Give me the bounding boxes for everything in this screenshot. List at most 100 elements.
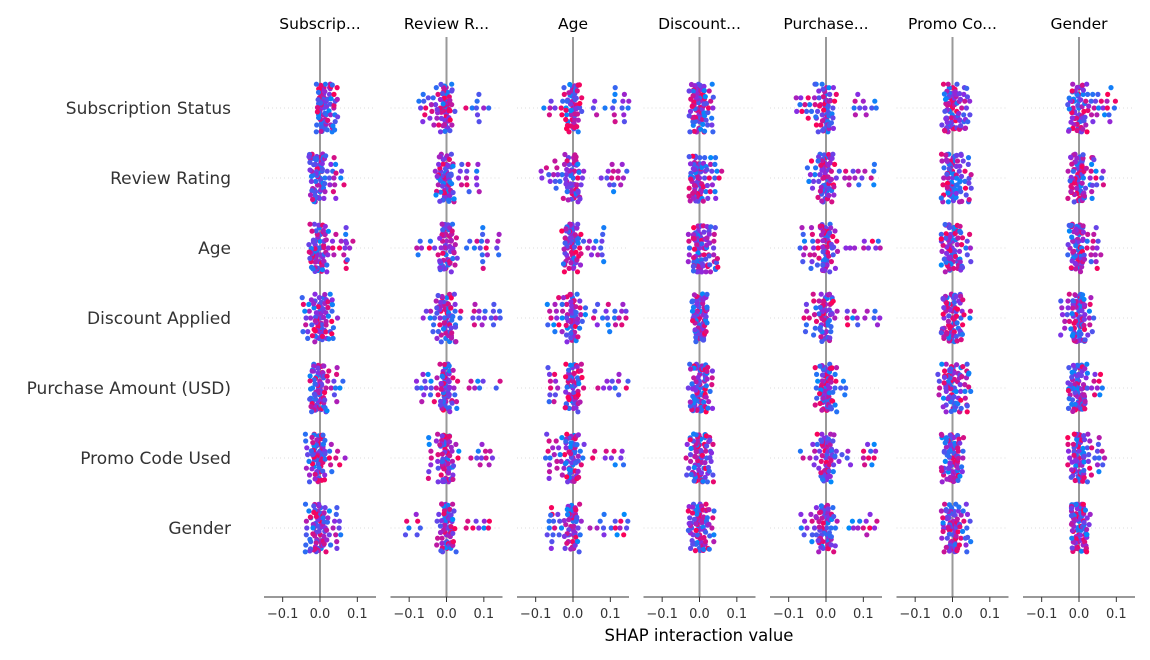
data-point: [556, 295, 562, 301]
data-point: [810, 291, 816, 297]
data-point: [1070, 81, 1076, 87]
data-point: [324, 527, 330, 533]
data-point: [331, 91, 337, 97]
data-point: [560, 98, 566, 104]
data-point: [332, 182, 338, 188]
data-point: [620, 98, 626, 104]
data-point: [964, 252, 970, 258]
data-point: [852, 245, 858, 251]
data-point: [687, 129, 693, 135]
data-point: [423, 385, 429, 391]
data-point: [814, 441, 820, 447]
data-point: [957, 440, 963, 446]
data-point: [938, 231, 944, 237]
data-point: [575, 453, 581, 459]
data-point: [435, 465, 441, 471]
data-point: [325, 245, 331, 251]
data-point: [493, 315, 499, 321]
data-point: [452, 308, 458, 314]
data-point: [425, 95, 431, 101]
data-point: [843, 168, 849, 174]
data-point: [1098, 252, 1104, 258]
data-point: [964, 238, 970, 244]
data-point: [446, 379, 452, 385]
data-point: [959, 105, 965, 111]
data-point: [1070, 168, 1076, 174]
data-point: [322, 189, 328, 195]
data-point: [943, 409, 949, 415]
data-point: [594, 525, 600, 531]
data-point: [959, 198, 965, 204]
data-point: [708, 155, 714, 161]
data-point: [577, 448, 583, 454]
panel-title: Promo Co...: [908, 15, 997, 33]
x-tick-label: 0.0: [1069, 607, 1090, 622]
data-point: [963, 501, 969, 507]
data-point: [703, 117, 709, 123]
data-point: [322, 291, 328, 298]
data-point: [1081, 108, 1087, 114]
data-point: [695, 374, 701, 381]
data-point: [312, 318, 318, 324]
data-point: [868, 175, 874, 181]
data-point: [463, 105, 469, 111]
data-point: [700, 478, 706, 484]
data-point: [564, 158, 570, 164]
data-point: [439, 293, 445, 300]
data-point: [568, 112, 574, 118]
data-point: [940, 81, 947, 87]
data-point: [816, 448, 823, 454]
data-point: [701, 229, 707, 235]
data-point: [828, 225, 834, 231]
data-point: [576, 82, 583, 88]
data-point: [328, 385, 334, 391]
data-point: [453, 549, 459, 555]
data-point: [305, 329, 311, 335]
data-point: [702, 460, 708, 466]
data-point: [473, 175, 480, 181]
x-tick-label: 0.1: [347, 607, 368, 622]
data-point: [686, 185, 692, 191]
data-point: [306, 508, 312, 514]
data-point: [331, 155, 337, 161]
data-point: [1081, 433, 1087, 439]
data-point: [331, 378, 337, 384]
data-point: [827, 473, 833, 479]
data-point: [711, 532, 717, 538]
data-point: [611, 112, 617, 118]
data-point: [820, 298, 827, 305]
data-point: [618, 182, 624, 188]
data-point: [302, 501, 309, 507]
data-point: [1089, 385, 1095, 391]
data-point: [426, 469, 432, 475]
data-point: [1072, 389, 1078, 395]
data-point: [428, 455, 434, 461]
data-point: [438, 339, 444, 345]
data-point: [706, 399, 712, 405]
data-point: [491, 301, 497, 307]
data-point: [686, 238, 692, 244]
data-point: [962, 395, 968, 401]
data-point: [314, 109, 320, 115]
data-point: [331, 102, 337, 109]
data-point: [1093, 175, 1099, 181]
data-point: [962, 98, 968, 104]
data-point: [958, 512, 964, 518]
data-point: [827, 269, 833, 275]
data-point: [319, 333, 326, 339]
data-point: [337, 245, 343, 251]
data-point: [962, 125, 969, 131]
data-point: [798, 525, 804, 531]
data-point: [1074, 436, 1080, 442]
data-point: [834, 238, 840, 244]
data-point: [559, 228, 565, 234]
data-point: [1089, 195, 1095, 201]
data-point: [425, 475, 431, 481]
data-point: [428, 462, 434, 468]
data-point: [830, 85, 837, 91]
data-point: [434, 542, 440, 548]
data-point: [820, 175, 826, 181]
data-point: [1096, 378, 1102, 384]
data-point: [564, 384, 570, 390]
data-point: [564, 126, 570, 132]
